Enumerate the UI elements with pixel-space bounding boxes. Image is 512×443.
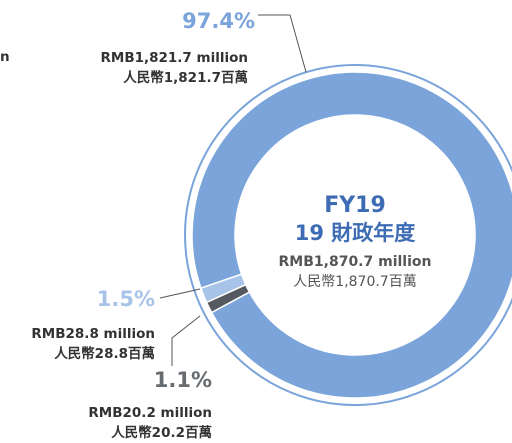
- amount-label-zh: 人民幣20.2百萬: [111, 424, 212, 441]
- leader-line: [258, 15, 306, 72]
- value-label: 1.1%: [154, 368, 212, 392]
- leader-line: [160, 289, 200, 298]
- cropped-text: n: [0, 49, 10, 65]
- center-title: FY19: [324, 193, 386, 218]
- value-label: 97.4%: [182, 9, 255, 33]
- leader-line: [172, 316, 200, 366]
- amount-label: RMB1,821.7 million: [100, 50, 248, 66]
- chart: n FY19 19 財政年度 RMB1,870.7 million 人民幣1,8…: [0, 0, 512, 443]
- center-amount-zh: 人民幣1,870.7百萬: [293, 274, 416, 290]
- amount-label-zh: 人民幣1,821.7百萬: [123, 69, 248, 86]
- center-amount: RMB1,870.7 million: [279, 254, 432, 270]
- page: {"chart_data": {"type": "donut", "croppe…: [0, 0, 512, 443]
- center-subtitle: 19 財政年度: [295, 221, 416, 245]
- amount-label: RMB20.2 million: [88, 405, 212, 421]
- amount-label-zh: 人民幣28.8百萬: [54, 345, 155, 362]
- amount-label: RMB28.8 million: [31, 326, 155, 342]
- value-label: 1.5%: [97, 287, 155, 311]
